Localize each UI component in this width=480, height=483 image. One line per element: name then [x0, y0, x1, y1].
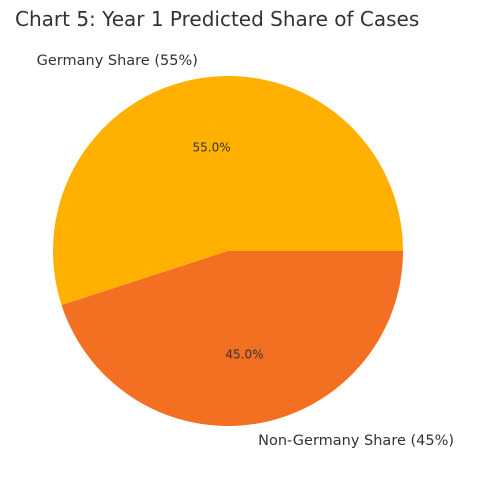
pie-slice-1	[52, 75, 404, 306]
slice-category-label-2: Non-Germany Share (45%)	[258, 433, 454, 449]
slice-percent-label-2: 45.0%	[225, 348, 263, 362]
slices-layer	[52, 75, 404, 426]
pie-slice-2	[61, 251, 403, 426]
slice-percent-label-1: 55.0%	[193, 140, 231, 154]
chart-title: Chart 5: Year 1 Predicted Share of Cases	[15, 7, 419, 31]
labels-layer: 55.0% Germany Share (55%) 45.0% Non-Germany…	[37, 53, 454, 449]
slice-category-label-1: Germany Share (55%)	[37, 53, 198, 69]
